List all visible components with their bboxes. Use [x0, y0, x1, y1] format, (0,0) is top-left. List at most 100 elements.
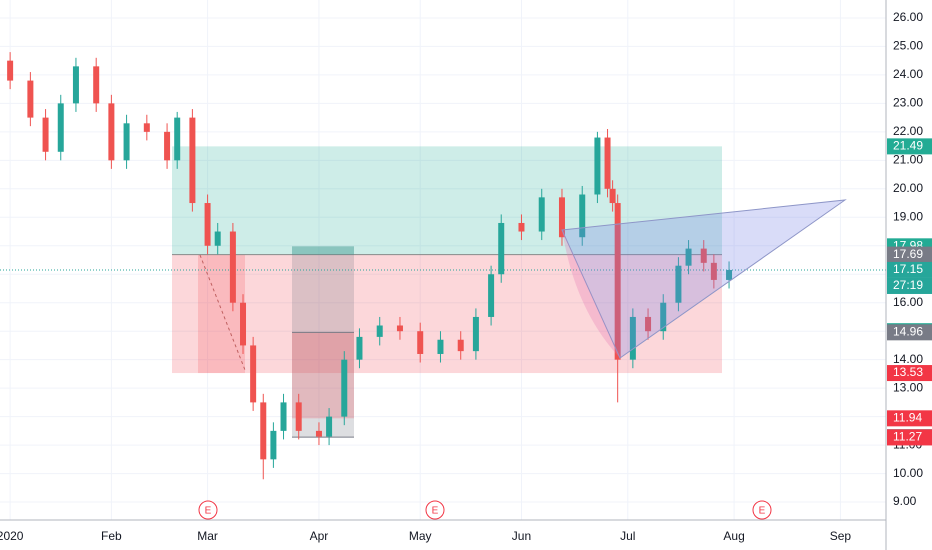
candle-body: [518, 222, 525, 232]
event-marker: [752, 500, 772, 520]
event-marker: [198, 500, 218, 520]
triangle-drawing: [561, 199, 847, 359]
candle-body: [614, 203, 621, 360]
candle-body: [72, 66, 79, 104]
candle-body: [42, 117, 49, 152]
candle-body: [7, 60, 14, 81]
drawings: [0, 146, 886, 438]
candle-body: [396, 325, 403, 332]
countdown-bg: [887, 277, 932, 294]
x-tick-label: Apr: [310, 529, 329, 543]
y-tick-label: 20.00: [893, 181, 923, 195]
range-top: [292, 246, 354, 255]
candle-body: [675, 265, 682, 303]
candle-body: [437, 339, 444, 354]
price-label: 11.27: [893, 430, 922, 444]
price-label-bg: [887, 324, 932, 341]
x-tick-label: Jul: [620, 529, 635, 543]
axes: 9.0010.0011.0012.0013.0014.0015.0016.001…: [0, 10, 932, 543]
price-label: 17.15: [893, 262, 923, 276]
candle-body: [174, 117, 181, 161]
price-label-bg: [887, 429, 932, 446]
event-label: E: [432, 506, 439, 517]
candle-body: [250, 345, 257, 403]
y-tick-label: 9.00: [893, 494, 917, 508]
candle-body: [685, 248, 692, 266]
grid: [0, 0, 886, 520]
price-label-bg: [887, 410, 932, 427]
candles: [7, 52, 733, 480]
y-tick-label: 19.00: [893, 209, 923, 223]
candle-body: [609, 188, 616, 204]
price-label-bg: [887, 261, 932, 278]
event-marker: [425, 500, 445, 520]
y-tick-label: 23.00: [893, 96, 923, 110]
candle-body: [295, 402, 302, 431]
y-tick-label: 24.00: [893, 67, 923, 81]
candle-body: [356, 336, 363, 360]
candle-body: [594, 137, 601, 195]
candle-body: [579, 194, 586, 238]
candle-body: [726, 269, 733, 280]
candle-body: [645, 316, 652, 332]
candle-body: [27, 80, 34, 118]
price-label-bg: [887, 138, 932, 155]
candle-body: [710, 262, 717, 280]
candle-body: [164, 131, 171, 161]
candle-body: [700, 248, 707, 263]
candle-body: [214, 231, 221, 246]
candle-body: [604, 137, 611, 189]
candle-body: [417, 331, 424, 354]
candle-body: [629, 316, 636, 360]
y-tick-label: 13.00: [893, 380, 923, 394]
event-label: E: [759, 506, 766, 517]
candle-body: [315, 430, 322, 437]
price-label: 11.94: [893, 411, 922, 425]
x-tick-label: Mar: [197, 529, 218, 543]
candle-body: [376, 325, 383, 337]
candle-body: [558, 197, 565, 238]
y-tick-label: 14.00: [893, 352, 923, 366]
countdown: 27:19: [893, 278, 923, 292]
candle-body: [143, 123, 150, 132]
candle-body: [660, 302, 667, 332]
candle-body: [189, 117, 196, 204]
event-label: E: [205, 506, 212, 517]
candle-body: [472, 316, 479, 352]
candle-body: [270, 430, 277, 460]
y-tick-label: 16.00: [893, 295, 923, 309]
price-label: 14.96: [893, 325, 923, 339]
y-tick-label: 26.00: [893, 10, 923, 24]
price-label: 13.53: [893, 365, 923, 379]
candle-body: [260, 402, 267, 460]
y-tick-label: 10.00: [893, 466, 923, 480]
dashed-line: [199, 254, 246, 371]
target-zone: [172, 146, 722, 255]
y-tick-label: 21.00: [893, 153, 923, 167]
x-tick-label: Jun: [512, 529, 531, 543]
candle-body: [57, 103, 64, 152]
x-tick-label: 2020: [0, 529, 24, 543]
price-label: 17.69: [893, 247, 923, 261]
candle-body: [488, 274, 495, 317]
price-label-bg: [887, 246, 932, 263]
x-tick-label: May: [409, 529, 432, 543]
candle-body: [498, 222, 505, 275]
x-tick-label: Aug: [723, 529, 744, 543]
candle-body: [108, 103, 115, 161]
candle-body: [326, 416, 333, 437]
price-label: 21.49: [893, 139, 923, 153]
candle-body: [240, 302, 247, 346]
candle-body: [538, 197, 545, 232]
x-tick-label: Sep: [830, 529, 852, 543]
arc-drawing: [562, 230, 620, 358]
candle-body: [280, 402, 287, 431]
candle-body: [229, 231, 236, 303]
y-tick-label: 25.00: [893, 39, 923, 53]
candle-body: [123, 123, 130, 161]
candle-body: [341, 359, 348, 417]
candle-body: [457, 339, 464, 352]
candle-body: [204, 203, 211, 246]
